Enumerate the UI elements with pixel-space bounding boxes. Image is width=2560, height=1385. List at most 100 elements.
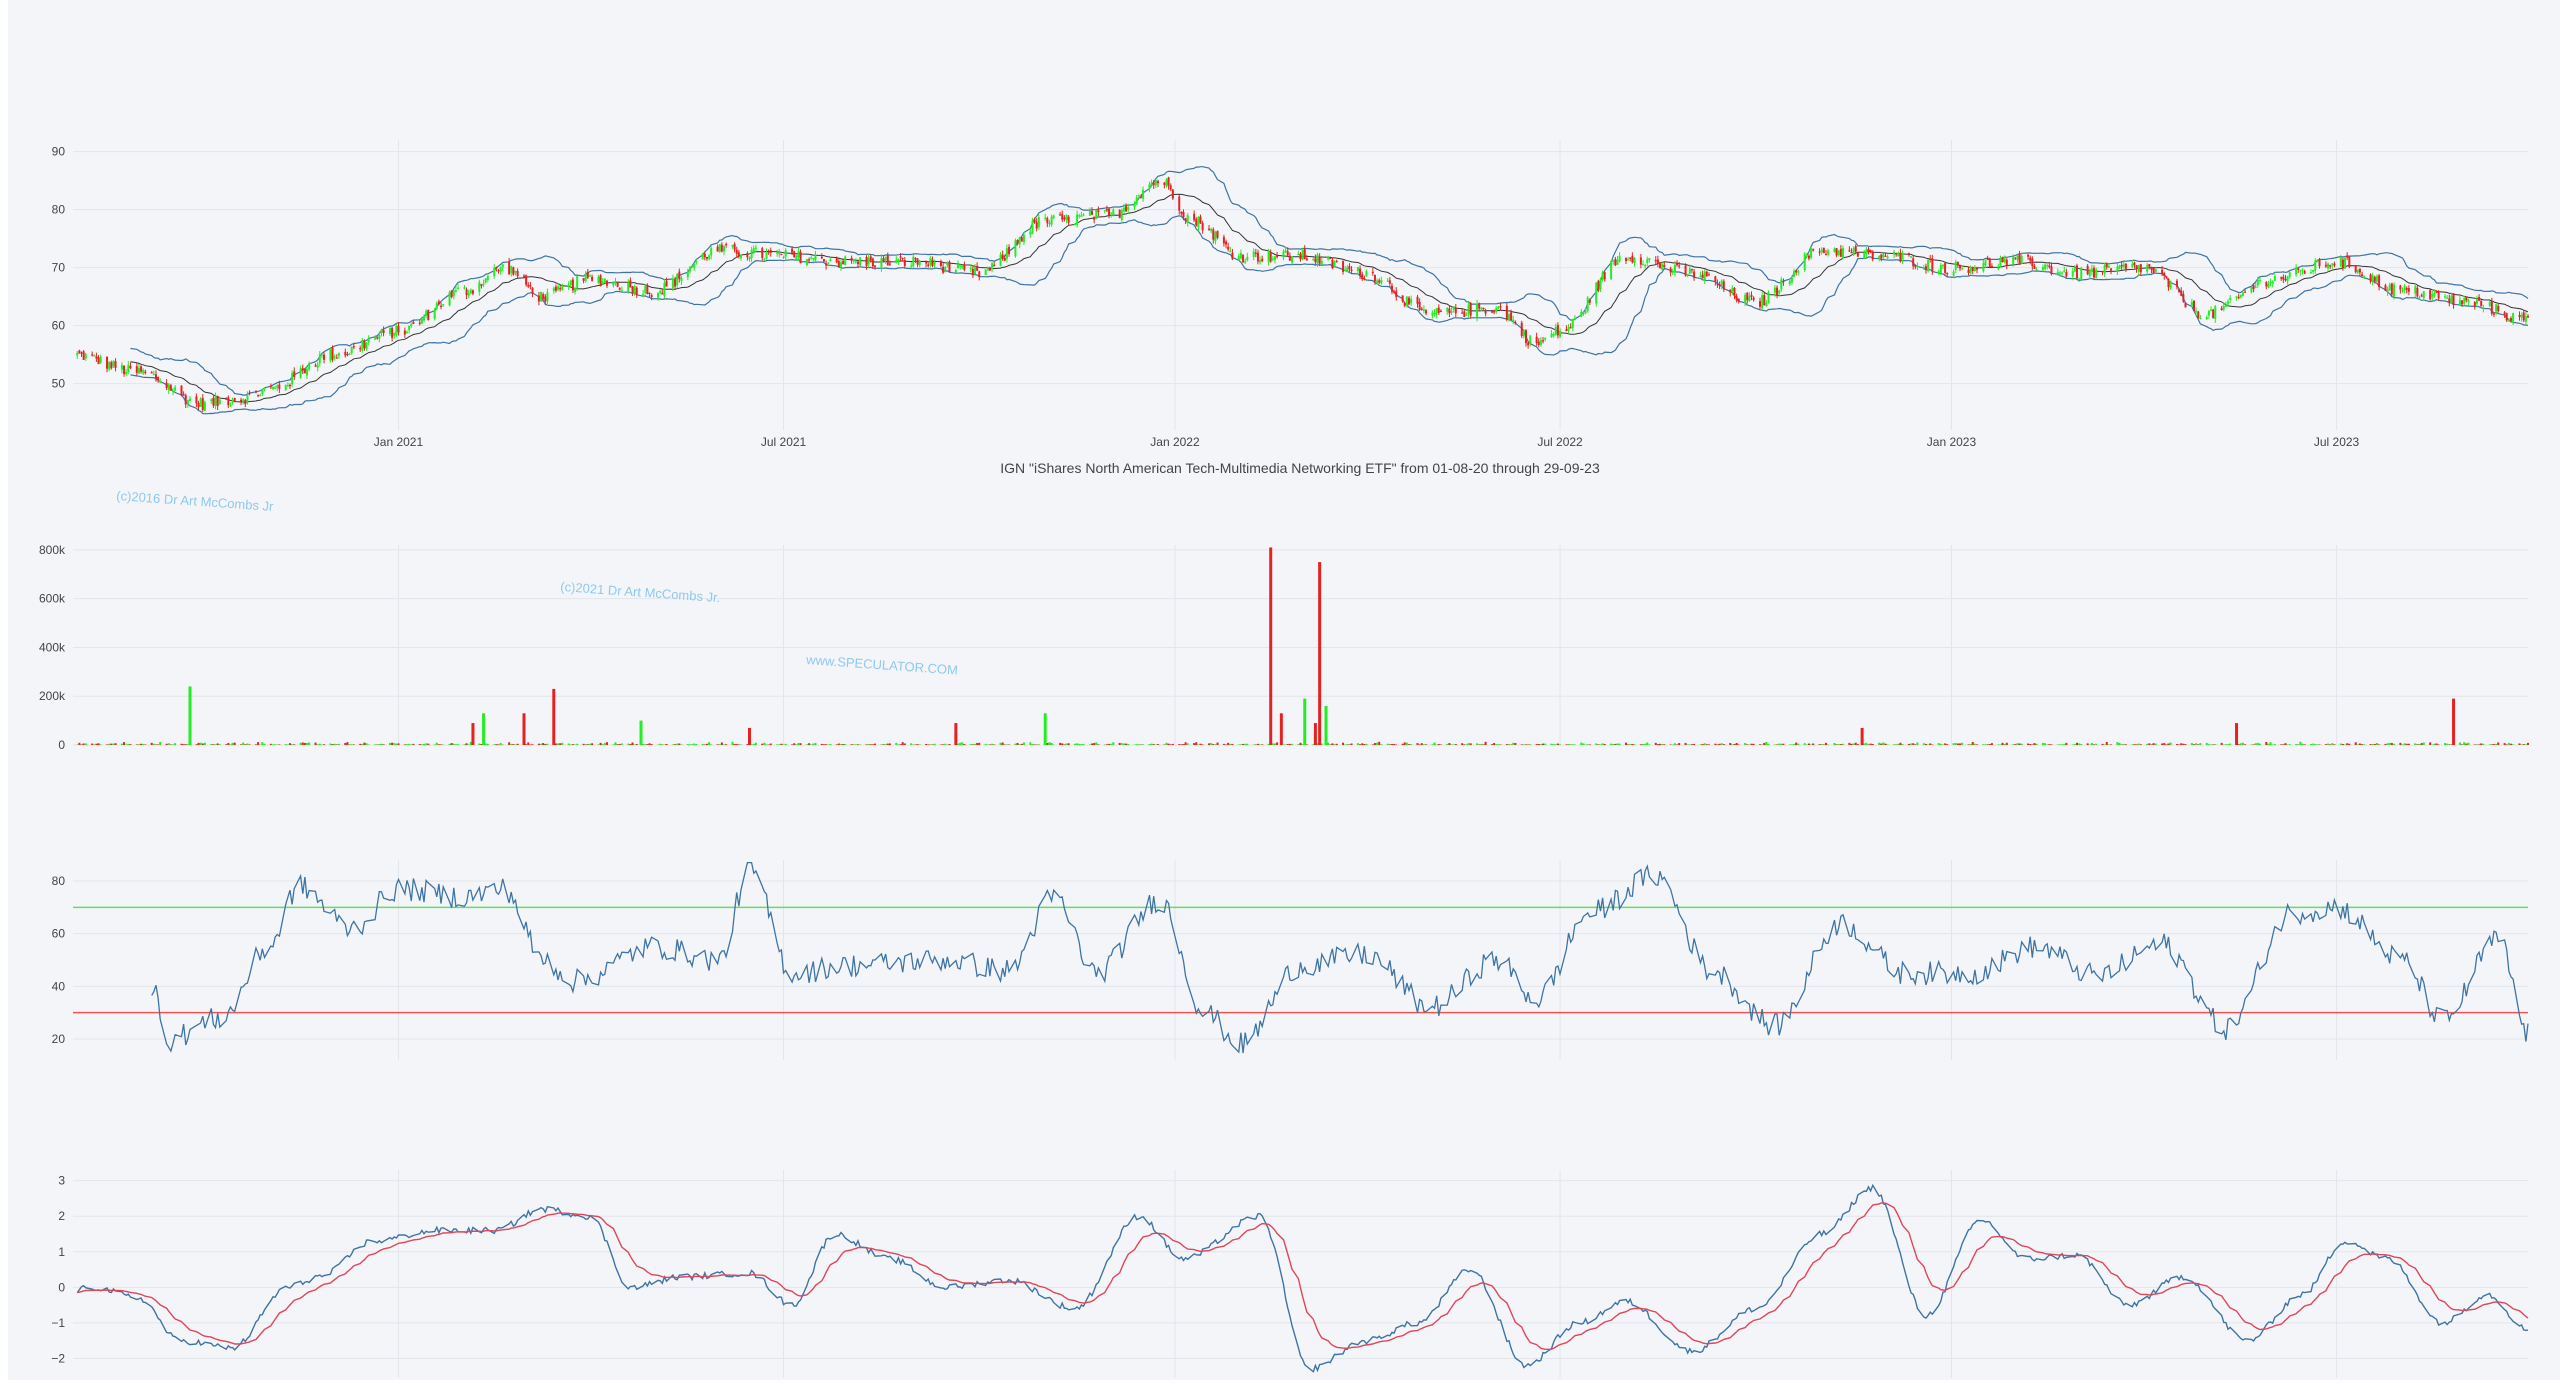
volume-bar: [2525, 744, 2527, 745]
volume-bar: [1223, 744, 1225, 745]
candle-down: [793, 251, 795, 257]
candle-down: [1378, 280, 1380, 282]
candle-up: [2482, 307, 2484, 308]
candle-down: [1655, 260, 1657, 261]
candle-up: [1406, 297, 1408, 306]
candle-down: [572, 280, 574, 291]
volume-bar: [2259, 744, 2261, 745]
candle-up: [168, 384, 170, 390]
volume-bar: [270, 744, 272, 745]
candle-down: [976, 266, 978, 270]
volume-bar: [2376, 743, 2378, 745]
candle-down: [2221, 308, 2223, 310]
candle-up: [2372, 275, 2374, 282]
candle-down: [212, 398, 214, 406]
volume-bar: [2448, 744, 2450, 745]
candle-down: [917, 259, 919, 265]
candle-up: [485, 278, 487, 282]
candle-down: [1659, 262, 1661, 267]
candle-up: [1797, 271, 1799, 272]
candle-up: [991, 263, 993, 269]
volume-bar: [1119, 743, 1121, 745]
volume-bar: [215, 744, 217, 745]
volume-bar: [719, 744, 721, 745]
candle-up: [389, 328, 391, 334]
volume-bar: [2370, 744, 2372, 745]
volume-bar: [1614, 744, 1616, 745]
x-tick-label: Jan 2021: [374, 435, 424, 449]
candle-down: [1676, 263, 1678, 265]
candle-up: [261, 389, 263, 394]
candle-up: [1821, 250, 1823, 252]
candle-down: [836, 258, 838, 262]
candle-down: [678, 272, 680, 280]
candle-up: [691, 266, 693, 267]
candle-down: [646, 286, 648, 294]
volume-bar: [2508, 743, 2510, 745]
volume-bar: [1642, 744, 1644, 745]
candle-down: [140, 366, 142, 371]
volume-bar: [2327, 744, 2329, 745]
volume-bar: [2393, 744, 2395, 745]
candle-down: [942, 267, 944, 273]
volume-bar: [2076, 743, 2078, 745]
volume-bar: [604, 743, 606, 745]
volume-bar: [2012, 744, 2014, 745]
candle-down: [527, 285, 529, 287]
candle-up: [349, 353, 351, 354]
candle-up: [1410, 299, 1412, 303]
candle-up: [308, 364, 310, 370]
volume-bar: [1227, 743, 1229, 745]
candle-down: [1329, 258, 1331, 259]
candle-down: [931, 260, 933, 266]
volume-bar: [2406, 744, 2408, 745]
volume-bar: [1989, 744, 1991, 745]
volume-bar: [780, 744, 782, 745]
candle-down: [183, 394, 185, 395]
candle-up: [1923, 267, 1925, 268]
candle-up: [1431, 313, 1433, 316]
volume-bar: [1195, 742, 1197, 745]
volume-bar: [704, 744, 706, 745]
volume-bar: [1455, 744, 1457, 745]
candle-up: [1155, 180, 1157, 185]
volume-bar: [1014, 744, 1016, 745]
chart-title: IGN "iShares North American Tech-Multime…: [1000, 460, 1600, 476]
volume-bar: [1031, 744, 1033, 745]
candle-down: [1463, 311, 1465, 316]
candle-up: [1321, 261, 1323, 265]
volume-bar: [334, 744, 336, 745]
volume-bar: [2523, 744, 2525, 745]
candle-up: [829, 260, 831, 261]
candle-down: [2399, 286, 2401, 290]
candle-down: [1227, 247, 1229, 250]
volume-bar: [761, 744, 763, 745]
candle-down: [244, 400, 246, 404]
volume-bar: [2433, 744, 2435, 745]
volume-bar: [129, 744, 131, 745]
candle-up: [1065, 215, 1067, 220]
candle-up: [1865, 249, 1867, 254]
volume-bar: [1208, 743, 1210, 745]
candle-up: [502, 264, 504, 267]
volume-bar: [227, 743, 229, 745]
volume-bar: [440, 744, 442, 745]
candle-up: [368, 339, 370, 343]
candle-up: [1229, 251, 1231, 252]
candle-up: [108, 362, 110, 370]
candle-up: [2444, 296, 2446, 297]
candle-down: [2497, 306, 2499, 311]
candle-down: [1359, 269, 1361, 276]
candle-down: [1510, 312, 1512, 320]
candle-down: [1823, 248, 1825, 253]
volume-bar: [1061, 743, 1063, 745]
candle-down: [2178, 289, 2180, 292]
volume-bar: [2257, 743, 2259, 745]
volume-bar: [449, 744, 451, 745]
candle-down: [2212, 310, 2214, 319]
volume-bar: [1259, 744, 1261, 745]
candle-down: [2106, 264, 2108, 267]
candle-up: [627, 282, 629, 292]
candle-up: [1148, 184, 1150, 188]
candle-down: [1314, 258, 1316, 262]
